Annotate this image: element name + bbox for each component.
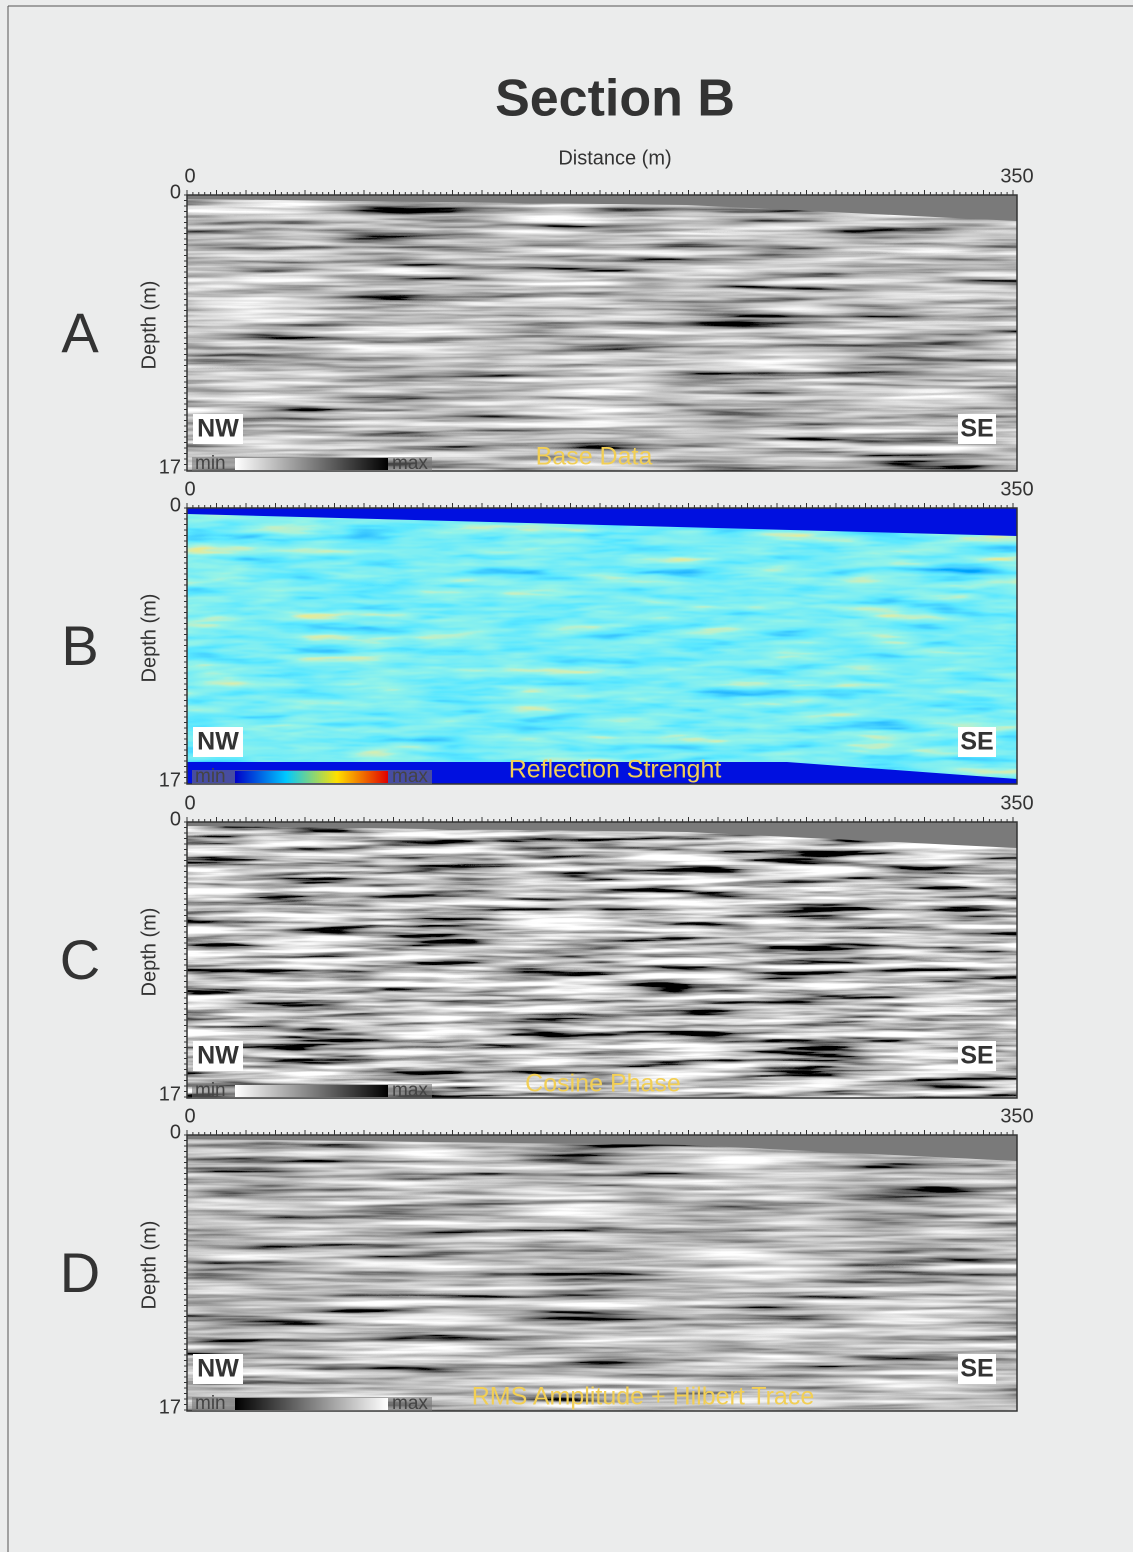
figure-title: Section B — [495, 70, 735, 128]
x-tick-label: 0 — [184, 1105, 195, 1127]
panel-letter: A — [61, 301, 99, 364]
x-axis-label: Distance (m) — [558, 147, 671, 169]
x-tick-label: 350 — [1000, 478, 1033, 500]
air-band — [187, 822, 1017, 848]
y-axis-label: Depth (m) — [138, 1221, 160, 1310]
y-tick-label: 0 — [170, 181, 181, 203]
scale-max: max — [392, 1393, 428, 1414]
x-tick-label: 350 — [1000, 792, 1033, 814]
panel-letter: B — [61, 614, 98, 677]
x-tick-label: 0 — [184, 792, 195, 814]
scale-min: min — [195, 1080, 226, 1101]
panel-letter: C — [60, 928, 100, 991]
label-box — [193, 414, 243, 444]
y-tick-label: 17 — [159, 1083, 181, 1105]
panel-letter: D — [60, 1241, 100, 1304]
y-tick-label: 0 — [170, 1121, 181, 1143]
direction-label: NW — [197, 1355, 239, 1383]
label-box — [193, 1354, 243, 1384]
direction-label: NW — [197, 1042, 239, 1070]
air-band — [187, 1135, 1017, 1161]
scale-min: min — [195, 1393, 226, 1414]
color-scale — [235, 458, 388, 470]
y-tick-label: 0 — [170, 494, 181, 516]
label-box — [193, 1041, 243, 1071]
air-band — [187, 508, 1017, 536]
color-scale — [235, 771, 388, 783]
radargram — [187, 195, 1017, 471]
scale-min: min — [195, 766, 226, 787]
x-tick-label: 0 — [184, 478, 195, 500]
scale-min: min — [195, 453, 226, 474]
radargram — [187, 822, 1017, 1098]
y-tick-label: 17 — [159, 769, 181, 791]
y-axis-label: Depth (m) — [138, 281, 160, 370]
label-box — [958, 1354, 996, 1384]
y-axis-label: Depth (m) — [138, 594, 160, 683]
air-band — [187, 195, 1017, 221]
label-box — [958, 727, 996, 757]
x-tick-label: 0 — [184, 165, 195, 187]
direction-label: SE — [960, 728, 993, 756]
direction-label: SE — [960, 1355, 993, 1383]
panel-caption: Cosine Phase — [525, 1070, 681, 1098]
y-tick-label: 17 — [159, 1396, 181, 1418]
color-scale — [235, 1398, 388, 1410]
scale-max: max — [392, 453, 428, 474]
color-scale — [235, 1085, 388, 1097]
direction-label: SE — [960, 1042, 993, 1070]
radargram — [187, 1135, 1017, 1411]
direction-label: NW — [197, 728, 239, 756]
y-tick-label: 17 — [159, 456, 181, 478]
y-axis-label: Depth (m) — [138, 908, 160, 997]
panel-caption: Reflection Strenght — [509, 756, 722, 784]
x-tick-label: 350 — [1000, 1105, 1033, 1127]
scale-max: max — [392, 766, 428, 787]
direction-label: NW — [197, 415, 239, 443]
scale-max: max — [392, 1080, 428, 1101]
panel-caption: RMS Amplitude + Hilbert Trace — [472, 1383, 815, 1411]
x-tick-label: 350 — [1000, 165, 1033, 187]
radargram — [187, 508, 1017, 784]
label-box — [958, 1041, 996, 1071]
panel-caption: Base Data — [536, 443, 653, 471]
direction-label: SE — [960, 415, 993, 443]
label-box — [958, 414, 996, 444]
label-box — [193, 727, 243, 757]
y-tick-label: 0 — [170, 808, 181, 830]
